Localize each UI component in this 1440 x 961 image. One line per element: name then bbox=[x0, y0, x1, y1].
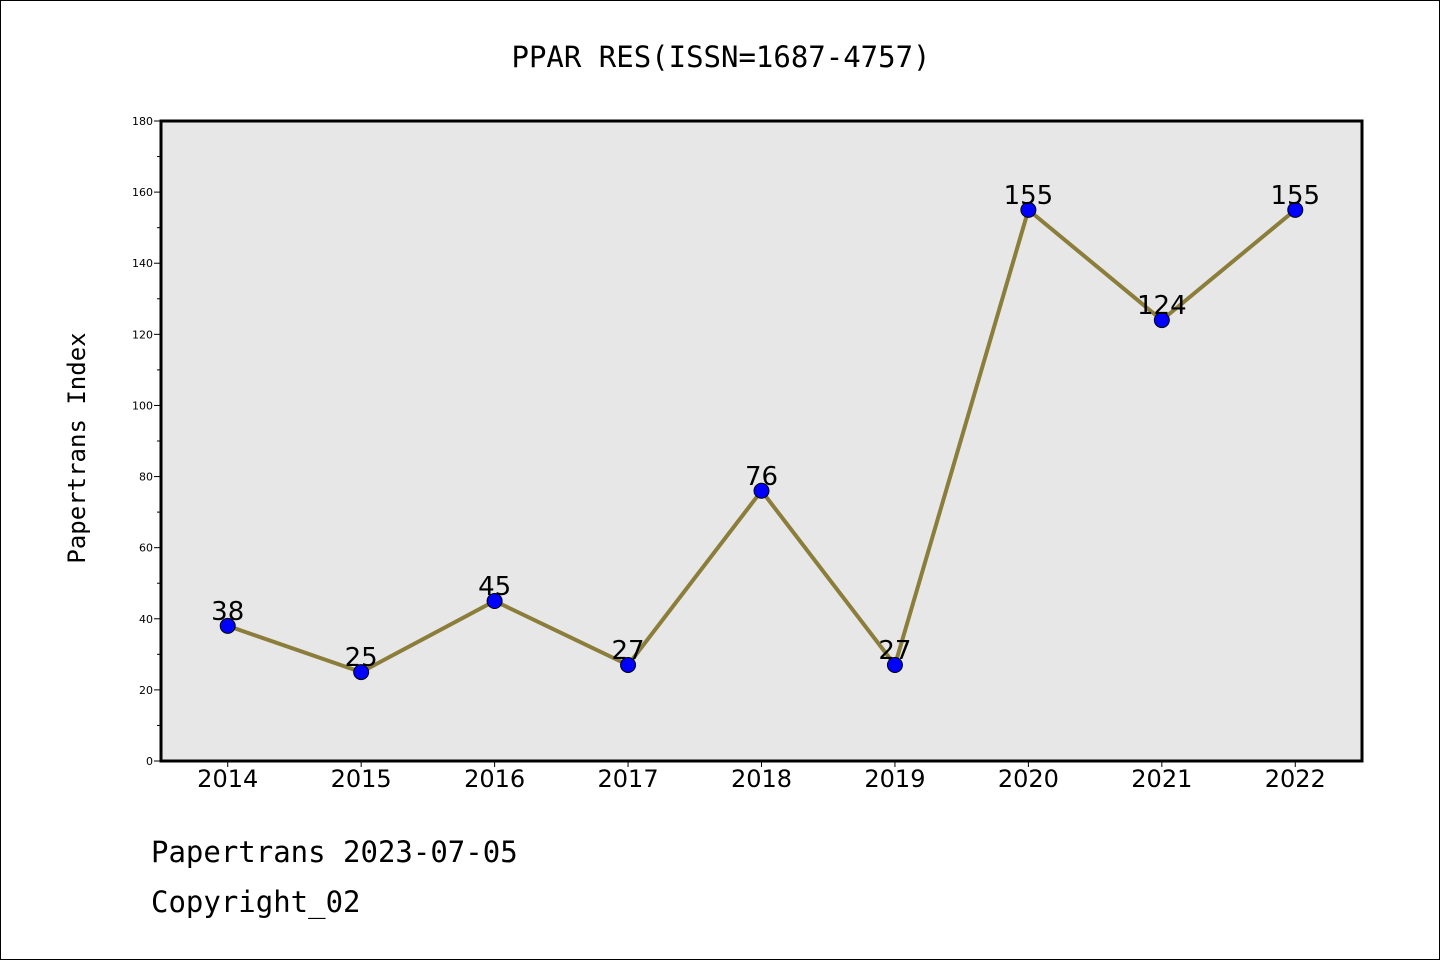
data-label: 45 bbox=[478, 572, 511, 602]
footer-copyright: Copyright_02 bbox=[151, 885, 361, 919]
y-tick-label: 120 bbox=[132, 328, 153, 341]
x-tick-label: 2019 bbox=[864, 765, 925, 793]
data-point bbox=[353, 664, 370, 681]
y-axis-label: Papertrans Index bbox=[63, 332, 91, 563]
x-tick-label: 2020 bbox=[998, 765, 1059, 793]
data-label: 155 bbox=[1004, 181, 1054, 211]
plot-area bbox=[159, 119, 1364, 763]
data-label: 155 bbox=[1270, 181, 1320, 211]
y-tick-label: 20 bbox=[139, 684, 153, 697]
data-label: 27 bbox=[878, 636, 911, 666]
footer-date: Papertrans 2023-07-05 bbox=[151, 835, 518, 869]
chart-title: PPAR RES(ISSN=1687-4757) bbox=[511, 40, 930, 74]
data-point bbox=[1287, 201, 1304, 218]
y-tick-label: 40 bbox=[139, 613, 153, 626]
data-points bbox=[219, 201, 1304, 681]
data-point bbox=[1020, 201, 1037, 218]
data-point bbox=[753, 482, 770, 499]
y-tick-label: 60 bbox=[139, 542, 153, 555]
y-tick-label: 140 bbox=[132, 257, 153, 270]
data-label: 38 bbox=[211, 597, 244, 627]
data-labels: 38 25 45 27 76 27 155 124 155 bbox=[211, 181, 1320, 673]
x-tick-label: 2014 bbox=[197, 765, 258, 793]
x-tick-label: 2021 bbox=[1131, 765, 1192, 793]
data-point bbox=[219, 617, 236, 634]
x-axis: 2014 2015 2016 2017 2018 2019 2020 2021 2022 bbox=[197, 761, 1326, 793]
data-point bbox=[886, 657, 903, 673]
x-tick-label: 2022 bbox=[1265, 765, 1326, 793]
y-tick-label: 100 bbox=[132, 399, 153, 412]
data-label: 27 bbox=[612, 636, 645, 666]
y-tick-label: 80 bbox=[139, 471, 153, 484]
x-tick-label: 2016 bbox=[464, 765, 525, 793]
y-tick-label: 180 bbox=[132, 115, 153, 128]
y-axis: 0 20 40 60 80 100 120 140 160 180 bbox=[132, 115, 161, 768]
data-point bbox=[1153, 312, 1170, 329]
x-tick-label: 2018 bbox=[731, 765, 792, 793]
y-tick-label: 160 bbox=[132, 186, 153, 199]
x-tick-label: 2017 bbox=[598, 765, 659, 793]
x-tick-label: 2015 bbox=[331, 765, 392, 793]
data-label: 124 bbox=[1137, 291, 1187, 321]
y-tick-label: 0 bbox=[146, 755, 153, 768]
data-label: 76 bbox=[745, 462, 778, 492]
data-point bbox=[486, 593, 503, 609]
data-point bbox=[620, 657, 637, 673]
data-label: 25 bbox=[345, 643, 378, 673]
